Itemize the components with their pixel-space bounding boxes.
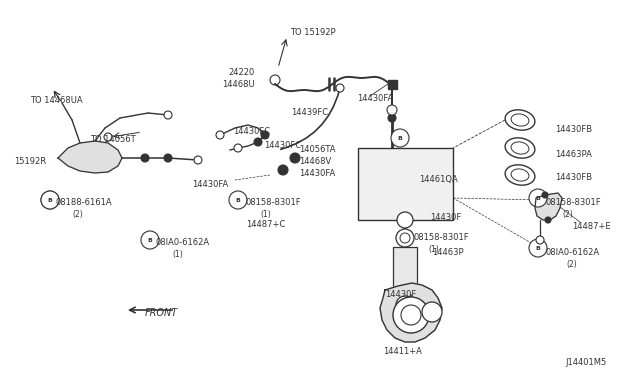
Circle shape — [533, 193, 543, 203]
Circle shape — [336, 84, 344, 92]
Text: B: B — [236, 198, 241, 202]
Circle shape — [233, 195, 243, 205]
Text: 08158-8301F: 08158-8301F — [545, 198, 600, 207]
Text: B: B — [47, 198, 52, 202]
Circle shape — [41, 191, 59, 209]
Circle shape — [194, 156, 202, 164]
Text: TO 14056T: TO 14056T — [90, 135, 136, 144]
Circle shape — [278, 165, 288, 175]
Circle shape — [400, 233, 410, 243]
Circle shape — [529, 189, 547, 207]
Text: B: B — [536, 196, 540, 201]
Circle shape — [395, 133, 405, 143]
Circle shape — [542, 192, 548, 198]
Text: B: B — [148, 237, 152, 243]
Text: 24220: 24220 — [228, 68, 254, 77]
Circle shape — [216, 131, 224, 139]
Bar — [388, 80, 397, 89]
Circle shape — [290, 153, 300, 163]
Ellipse shape — [511, 114, 529, 126]
Text: J14401M5: J14401M5 — [565, 358, 606, 367]
Circle shape — [397, 212, 413, 228]
Text: 14411+A: 14411+A — [383, 347, 422, 356]
Circle shape — [104, 133, 112, 141]
Text: TO 15192P: TO 15192P — [290, 28, 335, 37]
Text: 14463PA: 14463PA — [555, 150, 592, 159]
Text: 14463P: 14463P — [432, 248, 463, 257]
Text: (2): (2) — [72, 210, 83, 219]
Text: 14468U: 14468U — [222, 80, 255, 89]
Text: 08IA0-6162A: 08IA0-6162A — [155, 238, 209, 247]
Circle shape — [391, 129, 409, 147]
Bar — [358, 148, 453, 220]
Text: 14487+C: 14487+C — [246, 220, 285, 229]
Text: 08188-6161A: 08188-6161A — [56, 198, 113, 207]
Circle shape — [396, 296, 414, 314]
Text: B: B — [536, 246, 540, 250]
Text: (1): (1) — [172, 250, 183, 259]
Ellipse shape — [505, 165, 535, 185]
Circle shape — [141, 154, 149, 162]
Circle shape — [393, 297, 429, 333]
Circle shape — [261, 131, 269, 139]
Circle shape — [401, 305, 421, 325]
Ellipse shape — [511, 142, 529, 154]
Circle shape — [164, 154, 172, 162]
Text: (2): (2) — [562, 210, 573, 219]
Text: 14430FC: 14430FC — [233, 127, 270, 136]
Text: 08IA0-6162A: 08IA0-6162A — [545, 248, 599, 257]
Text: 14430FC: 14430FC — [264, 141, 301, 150]
Ellipse shape — [505, 138, 535, 158]
Text: 14430F: 14430F — [385, 290, 416, 299]
Polygon shape — [380, 283, 442, 342]
Text: (1): (1) — [260, 210, 271, 219]
Text: 14430FA: 14430FA — [192, 180, 228, 189]
Text: (2): (2) — [566, 260, 577, 269]
Circle shape — [387, 105, 397, 115]
Circle shape — [388, 114, 396, 122]
Text: 08158-8301F: 08158-8301F — [246, 198, 301, 207]
Text: (1): (1) — [428, 245, 439, 254]
Text: 14461QA: 14461QA — [419, 175, 458, 184]
Circle shape — [141, 231, 159, 249]
Circle shape — [41, 191, 59, 209]
Circle shape — [529, 239, 547, 257]
Text: 14439FC: 14439FC — [291, 108, 328, 117]
Circle shape — [254, 138, 262, 146]
Ellipse shape — [505, 110, 535, 130]
Circle shape — [229, 191, 247, 209]
Text: 14430FA: 14430FA — [299, 169, 335, 178]
Text: TO 14468UA: TO 14468UA — [30, 96, 83, 105]
Polygon shape — [58, 141, 122, 173]
Text: 08158-8301F: 08158-8301F — [413, 233, 468, 242]
Text: 14430FB: 14430FB — [555, 125, 592, 134]
Text: FRONT: FRONT — [145, 308, 179, 318]
Circle shape — [145, 235, 155, 245]
Text: 14430F: 14430F — [430, 213, 461, 222]
Circle shape — [234, 144, 242, 152]
Circle shape — [545, 217, 551, 223]
Text: 14430FA: 14430FA — [357, 94, 393, 103]
Circle shape — [533, 243, 543, 253]
Circle shape — [270, 75, 280, 85]
Bar — [393, 247, 417, 305]
Text: 14487+E: 14487+E — [572, 222, 611, 231]
Text: 14056TA: 14056TA — [299, 145, 335, 154]
Text: B: B — [397, 135, 403, 141]
Circle shape — [396, 229, 414, 247]
Polygon shape — [535, 193, 562, 220]
Circle shape — [45, 195, 55, 205]
Text: B: B — [47, 198, 52, 202]
Text: 15192R: 15192R — [14, 157, 46, 166]
Circle shape — [164, 111, 172, 119]
Text: 14468V: 14468V — [299, 157, 332, 166]
Circle shape — [536, 236, 544, 244]
Circle shape — [45, 195, 55, 205]
Text: 14430FB: 14430FB — [555, 173, 592, 182]
Circle shape — [400, 300, 410, 310]
Ellipse shape — [511, 169, 529, 181]
Circle shape — [422, 302, 442, 322]
